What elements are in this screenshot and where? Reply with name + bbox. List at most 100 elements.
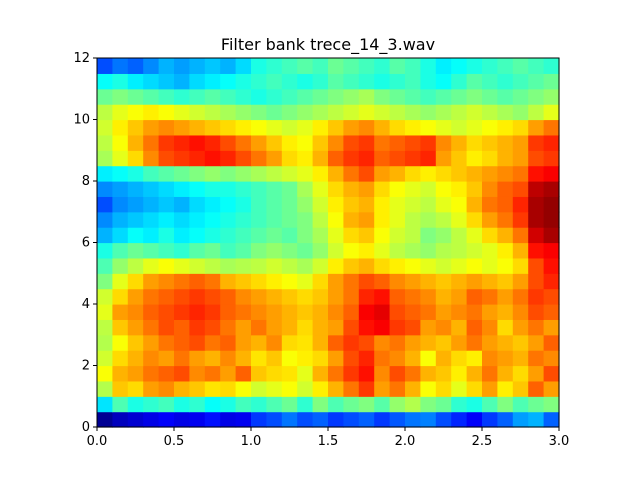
heatmap-cell <box>281 165 298 182</box>
heatmap-cell <box>127 73 144 90</box>
heatmap-cell <box>528 196 545 213</box>
heatmap-cell <box>158 104 175 121</box>
heatmap-cell <box>297 181 314 197</box>
heatmap-cell <box>435 196 452 213</box>
heatmap-cell <box>420 273 437 290</box>
heatmap-cell <box>482 150 498 167</box>
heatmap-cell <box>512 181 529 197</box>
heatmap-cell <box>389 288 406 305</box>
heatmap-cell <box>451 350 468 367</box>
heatmap-cell <box>466 88 483 105</box>
heatmap-cell <box>189 257 206 274</box>
heatmap-cell <box>420 196 437 213</box>
heatmap-cell <box>543 181 560 197</box>
heatmap-cell <box>281 227 298 244</box>
heatmap-cell <box>343 211 360 228</box>
heatmap-cell <box>220 334 237 351</box>
heatmap-cell <box>497 365 514 382</box>
heatmap-cell <box>543 257 560 274</box>
heatmap-cell <box>235 273 252 290</box>
heatmap-cell <box>466 288 483 305</box>
y-tick-label: 10 <box>73 113 90 128</box>
heatmap-cell <box>451 165 468 182</box>
heatmap-cell <box>358 104 375 121</box>
heatmap-cell <box>127 58 144 74</box>
heatmap-cell <box>158 257 175 274</box>
heatmap-cell <box>482 119 498 136</box>
heatmap-cell <box>343 288 360 305</box>
heatmap-cell <box>97 288 113 305</box>
heatmap-cell <box>158 380 175 397</box>
heatmap-cell <box>420 319 437 336</box>
heatmap-cell <box>420 181 437 197</box>
heatmap-cell <box>127 411 144 428</box>
heatmap-cell <box>112 181 129 197</box>
y-tick-label: 6 <box>82 236 90 251</box>
heatmap-cell <box>251 380 267 397</box>
heatmap-cell <box>389 411 406 428</box>
heatmap-cell <box>482 319 498 336</box>
heatmap-cell <box>482 227 498 244</box>
heatmap-cell <box>512 334 529 351</box>
x-tick-label: 1.5 <box>318 434 339 449</box>
heatmap-cell <box>466 211 483 228</box>
heatmap-cell <box>497 304 514 320</box>
heatmap-cell <box>97 242 113 259</box>
heatmap-cell <box>497 227 514 244</box>
heatmap-cell <box>420 288 437 305</box>
heatmap-cell <box>204 227 221 244</box>
heatmap-cell <box>220 227 237 244</box>
heatmap-cell <box>528 257 545 274</box>
heatmap-cell <box>343 365 360 382</box>
heatmap-cell <box>251 88 267 105</box>
heatmap-cell <box>374 350 391 367</box>
heatmap-cell <box>97 58 113 74</box>
heatmap-cell <box>143 165 160 182</box>
heatmap-cell <box>235 211 252 228</box>
heatmap-cell <box>543 211 560 228</box>
heatmap-cell <box>174 319 190 336</box>
heatmap-cell <box>358 88 375 105</box>
heatmap-cell <box>528 319 545 336</box>
heatmap-cell <box>297 411 314 428</box>
heatmap-cell <box>112 411 129 428</box>
heatmap-cell <box>343 257 360 274</box>
heatmap-cell <box>466 150 483 167</box>
heatmap-cell <box>297 88 314 105</box>
heatmap-cell <box>158 119 175 136</box>
heatmap-cell <box>127 104 144 121</box>
heatmap-cell <box>435 319 452 336</box>
heatmap-cell <box>389 134 406 151</box>
heatmap-cell <box>204 411 221 428</box>
heatmap-cell <box>143 257 160 274</box>
heatmap-cell <box>235 242 252 259</box>
heatmap-cell <box>497 73 514 90</box>
heatmap-cell <box>312 73 329 90</box>
heatmap-cell <box>497 350 514 367</box>
heatmap-cell <box>420 257 437 274</box>
heatmap-cell <box>189 181 206 197</box>
heatmap-cell <box>497 334 514 351</box>
heatmap-cell <box>543 196 560 213</box>
heatmap-cell <box>189 119 206 136</box>
heatmap-cell <box>189 319 206 336</box>
heatmap-cell <box>405 304 421 320</box>
heatmap-cell <box>451 304 468 320</box>
heatmap-cell <box>328 227 344 244</box>
heatmap-cell <box>497 242 514 259</box>
heatmap-cell <box>451 257 468 274</box>
heatmap-cell <box>543 334 560 351</box>
heatmap-cell <box>281 104 298 121</box>
heatmap-cell <box>435 257 452 274</box>
heatmap-cell <box>189 73 206 90</box>
heatmap-cell <box>420 396 437 413</box>
heatmap-cell <box>389 242 406 259</box>
heatmap-cell <box>158 304 175 320</box>
heatmap-cell <box>112 150 129 167</box>
heatmap-cell <box>358 181 375 197</box>
heatmap-cell <box>112 380 129 397</box>
heatmap-cell <box>251 334 267 351</box>
heatmap-cell <box>97 88 113 105</box>
heatmap-cell <box>235 119 252 136</box>
heatmap-cell <box>127 181 144 197</box>
